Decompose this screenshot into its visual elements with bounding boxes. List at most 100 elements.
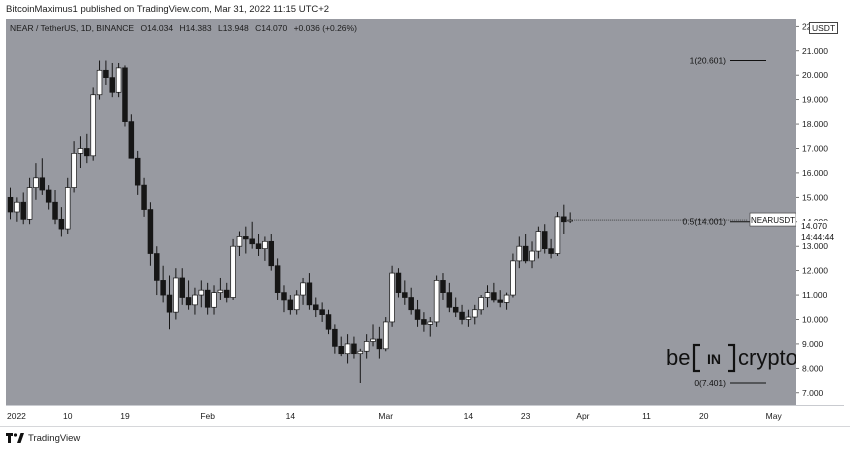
candle (561, 204, 567, 234)
candle-body (77, 148, 84, 154)
price-tick-label: 13.000 (802, 241, 828, 251)
time-tick-label: 14 (464, 411, 474, 421)
candle (363, 334, 370, 359)
price-axis[interactable]: 7.000 8.000 9.000 10.000 11.000 12.000 13.000 1… (796, 19, 844, 405)
candle-body (90, 94, 96, 157)
candle-body (45, 189, 52, 203)
candle (141, 177, 147, 217)
symbol-tag: NEARUSDT (749, 212, 796, 227)
candle-body (459, 311, 465, 320)
time-axis[interactable]: 2022 10 19 Feb 14 Mar 14 23 Apr 11 20 May (6, 405, 844, 426)
candle (249, 221, 255, 249)
candle-body (84, 148, 90, 157)
candle (211, 285, 217, 315)
candle (39, 158, 46, 195)
chart-plot-area[interactable]: 1(20.601) 0.5(14.001) 0(7.401) NEARUSDT be … (6, 19, 796, 405)
price-tick-label: 19.000 (802, 95, 828, 105)
open-value: 14.034 (147, 23, 174, 33)
candle (313, 297, 319, 318)
candle-body (332, 328, 338, 347)
tradingview-brand: TradingView (28, 432, 81, 444)
watermark-in: IN (707, 351, 721, 367)
candle-body (185, 297, 192, 306)
candle-body (166, 294, 173, 313)
candle-body (262, 240, 268, 249)
candle-body (217, 289, 224, 293)
candle-body (115, 67, 122, 93)
candle-body (313, 304, 319, 311)
candle-body (427, 321, 434, 325)
candle-body (433, 280, 440, 323)
candle-body (39, 177, 46, 191)
candle (274, 258, 281, 300)
candle (497, 290, 503, 308)
candle-body (179, 277, 185, 298)
candle (14, 197, 20, 222)
candle (395, 268, 402, 298)
candle (217, 277, 224, 300)
candle-body (109, 77, 116, 93)
candle (516, 236, 523, 269)
candle-body (510, 260, 516, 296)
candle-body (548, 248, 554, 254)
candle (452, 297, 459, 318)
candle (548, 238, 554, 259)
candle-body (293, 294, 300, 311)
candle-body (122, 67, 128, 122)
candle-body (274, 265, 281, 293)
time-tick-label: 19 (120, 411, 130, 421)
candle (478, 295, 484, 315)
candle-body (529, 250, 535, 262)
candle-body (20, 201, 26, 220)
candle (287, 295, 294, 315)
price-tick-label: 9.000 (802, 339, 824, 349)
candlestick-chart[interactable]: 1(20.601) 0.5(14.001) 0(7.401) NEARUSDT be … (6, 19, 796, 405)
candle-body (236, 236, 243, 247)
price-tick-label: 11.000 (802, 290, 828, 300)
candle (344, 334, 351, 364)
candle (192, 287, 198, 315)
candle-body (389, 272, 395, 323)
candle (198, 280, 205, 308)
candle (147, 202, 154, 266)
candle (433, 275, 440, 327)
open-label: O (140, 23, 148, 33)
price-tick-label: 10.000 (802, 314, 828, 324)
candle-body (255, 243, 262, 249)
candle-body (134, 157, 141, 186)
candle (376, 326, 383, 359)
price-axis-ticks: 7.000 8.000 9.000 10.000 11.000 12.000 13.000 1… (796, 21, 828, 398)
candle (332, 324, 338, 354)
candle-body (446, 292, 453, 308)
candle-body (382, 321, 389, 350)
symbol-tag-label: NEARUSDT (751, 216, 795, 225)
time-tick-label: 11 (642, 411, 651, 421)
candle (446, 282, 453, 313)
candle (529, 241, 535, 269)
change-value: +0.036 (+0.26%) (293, 23, 357, 33)
candle-body (300, 282, 306, 296)
time-tick-label: 10 (63, 411, 73, 421)
currency-badge[interactable]: USDT (809, 22, 839, 34)
candle-body (160, 280, 166, 296)
candle (402, 280, 408, 305)
candle-body (64, 187, 71, 230)
watermark-be: be (666, 345, 690, 370)
candle-body (567, 219, 573, 222)
price-tick-label: 8.000 (802, 363, 824, 373)
candle-body (478, 297, 484, 311)
candle (567, 212, 573, 224)
tradingview-footer[interactable]: TradingView (6, 431, 80, 445)
candle (465, 309, 472, 327)
candle (351, 336, 357, 359)
candle (109, 62, 116, 98)
candle-body (402, 292, 408, 298)
candle (20, 192, 26, 225)
time-tick-label: 20 (699, 411, 709, 421)
candle (204, 282, 211, 315)
candle (243, 226, 249, 254)
price-tick-label: 15.000 (802, 192, 828, 202)
candle (7, 187, 14, 220)
candle-body (192, 294, 198, 306)
candle-body (7, 196, 14, 213)
